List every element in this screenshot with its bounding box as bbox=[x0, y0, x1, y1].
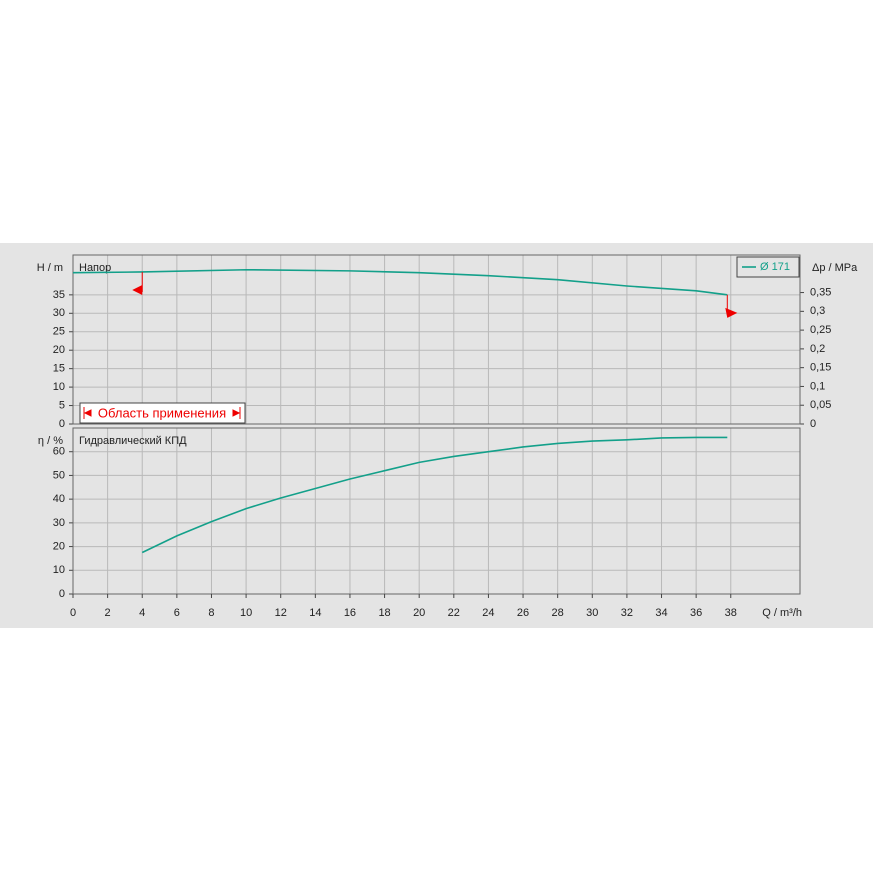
y2-tick-label: 0,1 bbox=[810, 380, 825, 392]
y-tick-label: 5 bbox=[59, 399, 65, 411]
x-tick-label: 26 bbox=[517, 607, 529, 619]
y-tick-label: 25 bbox=[53, 326, 65, 338]
x-tick-label: 0 bbox=[70, 607, 76, 619]
y-tick-label: 20 bbox=[53, 540, 65, 552]
x-tick-label: 38 bbox=[725, 607, 737, 619]
x-tick-label: 10 bbox=[240, 607, 252, 619]
x-tick-label: 18 bbox=[378, 607, 390, 619]
range-arrow bbox=[725, 307, 738, 318]
plot-frame bbox=[72, 427, 801, 595]
y-tick-label: 10 bbox=[53, 564, 65, 576]
y2-axis-label: Δp / MPa bbox=[812, 262, 858, 274]
x-tick-label: 16 bbox=[344, 607, 356, 619]
y-tick-label: 30 bbox=[53, 307, 65, 319]
x-tick-label: 36 bbox=[690, 607, 702, 619]
y-tick-label: 0 bbox=[59, 418, 65, 430]
panel-title: Гидравлический КПД bbox=[79, 435, 187, 447]
plot-frame bbox=[72, 254, 801, 425]
y2-tick-label: 0,25 bbox=[810, 324, 831, 336]
y2-tick-label: 0,35 bbox=[810, 286, 831, 298]
range-box-arrows bbox=[83, 407, 241, 419]
legend-label: Ø 171 bbox=[760, 261, 790, 273]
x-tick-label: 6 bbox=[174, 607, 180, 619]
y-tick-label: 10 bbox=[53, 381, 65, 393]
y2-tick-label: 0,15 bbox=[810, 362, 831, 374]
legend-box bbox=[736, 256, 800, 278]
x-tick-label: 32 bbox=[621, 607, 633, 619]
x-tick-label: 20 bbox=[413, 607, 425, 619]
x-tick-label: 12 bbox=[275, 607, 287, 619]
y-tick-label: 15 bbox=[53, 363, 65, 375]
y2-tick-label: 0,2 bbox=[810, 343, 825, 355]
x-tick-label: 34 bbox=[655, 607, 667, 619]
y-tick-label: 40 bbox=[53, 493, 65, 505]
y-tick-label: 35 bbox=[53, 289, 65, 301]
y2-tick-label: 0,3 bbox=[810, 305, 825, 317]
y2-tick-label: 0,05 bbox=[810, 399, 831, 411]
y-axis-label: H / m bbox=[37, 262, 63, 274]
panel-title: Напор bbox=[79, 262, 111, 274]
x-tick-label: 24 bbox=[482, 607, 494, 619]
x-tick-label: 8 bbox=[208, 607, 214, 619]
y2-tick-label: 0 bbox=[810, 418, 816, 430]
x-tick-label: 28 bbox=[552, 607, 564, 619]
y-tick-label: 60 bbox=[53, 446, 65, 458]
x-tick-label: 4 bbox=[139, 607, 145, 619]
y-axis-label: η / % bbox=[38, 435, 63, 447]
curve bbox=[72, 268, 728, 296]
curve bbox=[141, 436, 728, 554]
y-tick-label: 30 bbox=[53, 517, 65, 529]
x-tick-label: 30 bbox=[586, 607, 598, 619]
x-tick-label: 2 bbox=[105, 607, 111, 619]
range-arrow bbox=[132, 284, 143, 295]
x-tick-label: 14 bbox=[309, 607, 321, 619]
x-axis-label: Q / m³/h bbox=[762, 607, 802, 619]
range-box bbox=[79, 402, 246, 424]
range-label: Область применения bbox=[98, 405, 226, 420]
x-tick-label: 22 bbox=[448, 607, 460, 619]
y-tick-label: 50 bbox=[53, 469, 65, 481]
y-tick-label: 0 bbox=[59, 588, 65, 600]
y-tick-label: 20 bbox=[53, 344, 65, 356]
